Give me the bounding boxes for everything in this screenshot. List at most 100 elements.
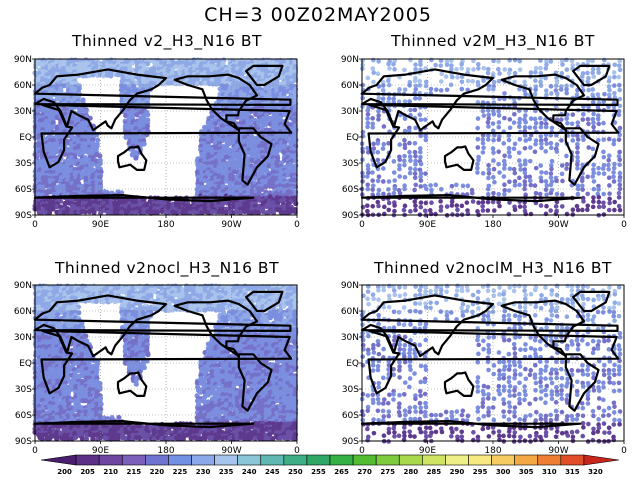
obs-point — [507, 125, 513, 131]
obs-point — [459, 66, 464, 71]
obs-point — [381, 166, 386, 171]
obs-point — [476, 157, 481, 163]
obs-point — [585, 70, 590, 76]
obs-point — [485, 199, 491, 205]
obs-point — [381, 191, 386, 197]
obs-point — [459, 79, 465, 85]
obs-point — [392, 178, 397, 183]
obs-point — [481, 113, 487, 118]
obs-point — [511, 120, 517, 125]
obs-point — [480, 199, 486, 205]
obs-point — [438, 208, 444, 213]
obs-point — [413, 203, 418, 209]
obs-point — [360, 149, 366, 155]
obs-point — [423, 171, 428, 176]
y-tick-label: EQ — [346, 133, 359, 143]
x-tick-label: 180 — [484, 220, 501, 230]
obs-point — [548, 190, 554, 196]
obs-point — [617, 170, 623, 176]
obs-point — [517, 120, 522, 126]
obs-point — [616, 112, 622, 118]
obs-point — [481, 78, 486, 84]
obs-point — [381, 211, 387, 217]
obs-point — [428, 211, 434, 217]
obs-point — [480, 140, 486, 146]
obs-point — [270, 60, 276, 66]
obs-point — [543, 187, 549, 193]
obs-point — [575, 120, 581, 125]
obs-point — [543, 124, 549, 130]
obs-point — [497, 71, 502, 76]
panel-title-1: Thinned v2_H3_N16 BT — [72, 32, 262, 50]
obs-point — [601, 191, 607, 197]
obs-point — [553, 204, 559, 209]
obs-point — [537, 191, 543, 197]
obs-point — [559, 163, 565, 168]
obs-point — [596, 199, 602, 205]
obs-point — [392, 67, 397, 72]
obs-point — [391, 61, 396, 67]
obs-point — [417, 83, 423, 88]
obs-point — [408, 158, 413, 163]
obs-point — [596, 204, 602, 210]
obs-point — [375, 71, 381, 77]
obs-point — [512, 207, 518, 213]
obs-point — [517, 137, 523, 142]
obs-point — [412, 167, 418, 172]
obs-point — [596, 165, 601, 171]
obs-point — [455, 207, 460, 213]
obs-point — [591, 74, 597, 79]
obs-point — [506, 70, 512, 76]
obs-point — [412, 149, 418, 155]
obs-point — [539, 178, 544, 184]
obs-point — [391, 190, 397, 196]
obs-point — [365, 174, 370, 179]
obs-point — [596, 187, 601, 192]
obs-point — [376, 59, 381, 64]
obs-point — [496, 113, 502, 118]
obs-point — [470, 199, 476, 204]
obs-point — [380, 83, 386, 88]
obs-point — [596, 70, 601, 75]
obs-point — [606, 207, 612, 213]
obs-point — [502, 191, 507, 197]
obs-point — [533, 190, 539, 196]
obs-point — [554, 178, 559, 184]
obs-point — [548, 182, 554, 188]
obs-point — [606, 166, 611, 172]
panel-title-2: Thinned v2M_H3_N16 BT — [391, 32, 595, 50]
obs-point — [591, 124, 596, 130]
obs-point — [386, 78, 391, 84]
obs-point — [602, 91, 607, 97]
obs-point — [365, 186, 371, 192]
obs-point — [391, 170, 397, 175]
obs-point — [532, 125, 538, 130]
obs-point — [558, 87, 564, 92]
obs-point — [407, 140, 412, 146]
obs-point — [512, 183, 518, 188]
obs-point — [412, 140, 418, 146]
obs-point — [480, 171, 486, 176]
obs-point — [486, 162, 491, 168]
obs-point — [616, 203, 622, 209]
obs-point — [585, 116, 591, 122]
y-tick-label: 60N — [341, 81, 359, 91]
y-tick-label: 30S — [15, 159, 32, 169]
obs-point — [548, 140, 554, 146]
obs-point — [418, 154, 423, 160]
obs-point — [564, 57, 569, 63]
obs-point — [118, 209, 125, 215]
obs-point — [491, 158, 496, 163]
obs-point — [617, 162, 622, 168]
obs-point — [549, 125, 555, 131]
obs-point — [418, 62, 423, 67]
obs-point — [281, 303, 287, 309]
obs-point — [360, 204, 366, 210]
obs-point — [486, 171, 492, 176]
panel-title-3: Thinned v2nocl_H3_N16 BT — [54, 259, 280, 277]
obs-point — [407, 149, 412, 155]
obs-point — [412, 96, 418, 101]
y-tick-label: EQ — [19, 133, 32, 143]
obs-point — [485, 208, 491, 213]
obs-point — [216, 68, 222, 75]
